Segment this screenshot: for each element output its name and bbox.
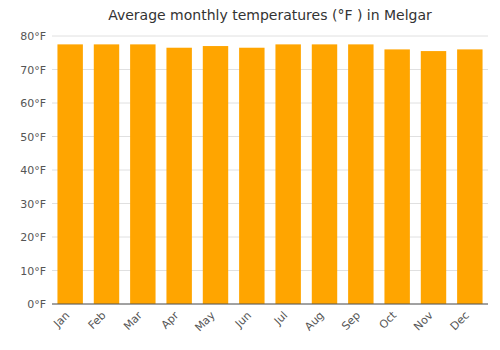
y-tick-label: 40°F (20, 164, 46, 177)
bar (166, 48, 191, 304)
x-tick-label: Jul (271, 309, 290, 328)
x-tick-label: Dec (448, 309, 472, 333)
bar (384, 49, 409, 304)
bar (130, 44, 155, 304)
bar (94, 44, 119, 304)
grid-line (52, 304, 488, 305)
y-tick-label: 80°F (20, 30, 46, 43)
chart-container: Average monthly temperatures (°F ) in Me… (0, 0, 500, 350)
title: Average monthly temperatures (°F ) in Me… (108, 7, 432, 23)
bar (275, 44, 300, 304)
y-tick-label: 0°F (27, 298, 46, 311)
x-tick-label: Oct (377, 308, 400, 331)
y-tick-label: 60°F (20, 97, 46, 110)
x-tick-label: Feb (86, 309, 109, 332)
x-axis-line (52, 304, 488, 305)
y-tick-label: 70°F (20, 64, 46, 77)
bar (57, 44, 82, 304)
x-tick-label: Nov (411, 309, 436, 334)
bars (57, 44, 482, 304)
y-tick-label: 20°F (20, 231, 46, 244)
bar (457, 49, 482, 304)
bar (312, 44, 337, 304)
x-tick-label: Sep (339, 309, 363, 333)
x-tick-label: May (192, 309, 218, 335)
x-tick-label: Jun (232, 309, 254, 331)
grid-line (52, 36, 488, 37)
y-tick-label: 30°F (20, 198, 46, 211)
x-tick-label: Mar (121, 309, 145, 333)
bar (239, 48, 264, 304)
x-tick-label: Apr (159, 309, 182, 332)
bar (203, 46, 228, 304)
y-tick-label: 50°F (20, 131, 46, 144)
bar (348, 44, 373, 304)
x-tick-label: Aug (302, 309, 326, 333)
x-tick-label: Jan (50, 309, 72, 331)
y-tick-label: 10°F (20, 265, 46, 278)
chart: Average monthly temperatures (°F ) in Me… (0, 0, 500, 350)
bar (421, 51, 446, 304)
